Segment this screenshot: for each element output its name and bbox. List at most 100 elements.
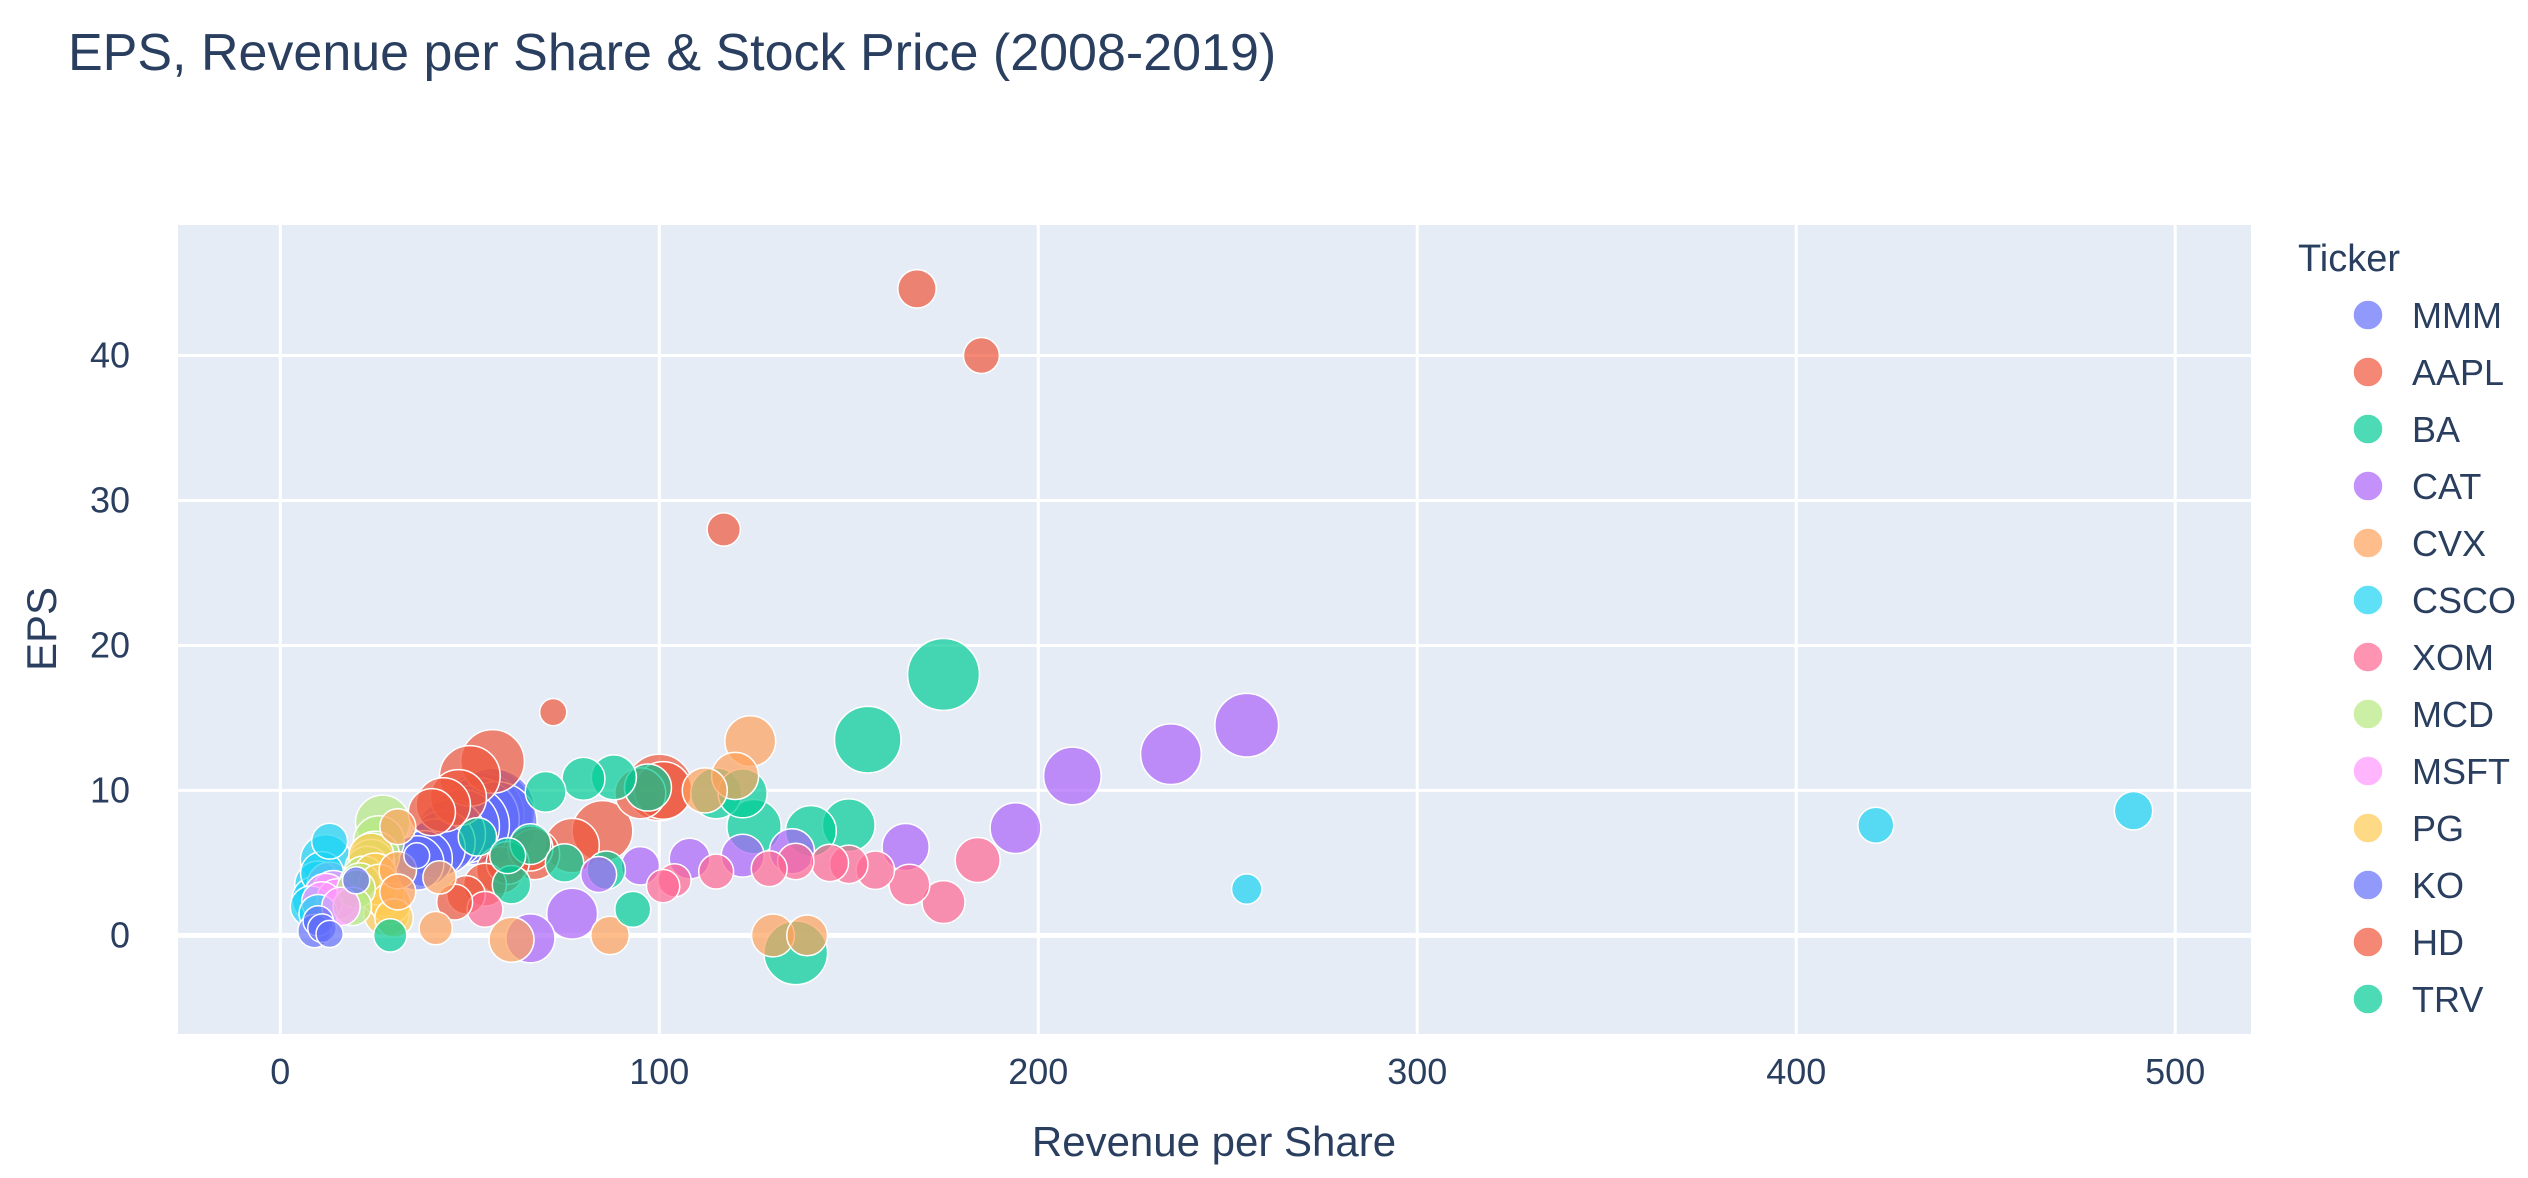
data-point-aapl <box>538 697 568 727</box>
legend-marker <box>2352 983 2384 1015</box>
x-tick-label: 0 <box>270 1051 290 1092</box>
legend-label: PG <box>2412 808 2464 849</box>
legend-label: BA <box>2412 409 2460 450</box>
data-point-ba <box>906 637 981 712</box>
y-axis-label: EPS <box>18 587 65 671</box>
legend-marker <box>2352 926 2384 958</box>
data-point-csco <box>2113 790 2154 831</box>
data-point-ko <box>315 919 344 949</box>
data-points <box>289 268 2154 986</box>
legend-label: MSFT <box>2412 751 2510 792</box>
x-axis-label: Revenue per Share <box>1032 1118 1396 1165</box>
legend-item-aapl[interactable]: AAPL <box>2352 352 2504 393</box>
legend-item-hd[interactable]: HD <box>2352 922 2464 963</box>
data-point-cvx <box>422 860 457 895</box>
legend-item-pg[interactable]: PG <box>2352 808 2464 849</box>
legend-label: CAT <box>2412 466 2481 507</box>
data-point-cvx <box>488 916 535 964</box>
legend-label: HD <box>2412 922 2464 963</box>
data-point-trv <box>614 890 652 929</box>
legend-label: AAPL <box>2412 352 2504 393</box>
y-tick-label: 20 <box>90 624 130 665</box>
legend-item-ko[interactable]: KO <box>2352 865 2464 906</box>
legend-label: KO <box>2412 865 2464 906</box>
legend-label: MMM <box>2412 295 2502 336</box>
data-point-trv <box>488 836 527 875</box>
legend-title: Ticker <box>2298 238 2400 280</box>
data-point-csco <box>310 822 349 860</box>
data-point-cat <box>1214 692 1280 758</box>
data-point-cat <box>1139 723 1203 786</box>
legend-items: MMM AAPL BA CAT CVX CSCO XOM MCD MSFT PG KO HD TRV <box>2352 295 2516 1020</box>
chart-title: EPS, Revenue per Share & Stock Price (20… <box>68 24 1276 82</box>
x-tick-label: 100 <box>629 1051 689 1092</box>
data-point-cvx <box>379 873 417 911</box>
legend-marker <box>2352 299 2384 331</box>
data-point-cvx <box>681 767 729 814</box>
x-tick-label: 500 <box>2145 1051 2205 1092</box>
data-point-cvx <box>418 910 454 946</box>
data-point-cvx <box>590 915 630 956</box>
data-point-csco <box>1857 806 1895 844</box>
legend-marker <box>2352 584 2384 616</box>
data-point-xom <box>697 853 735 890</box>
y-tick-label: 40 <box>90 334 130 375</box>
data-point-cvx <box>785 914 829 957</box>
data-point-xom <box>645 868 681 904</box>
data-point-cvx <box>379 807 417 846</box>
legend-marker <box>2352 755 2384 787</box>
data-point-ba <box>561 756 606 802</box>
legend-item-trv[interactable]: TRV <box>2352 979 2483 1020</box>
data-point-cat <box>1042 746 1102 806</box>
data-point-cat <box>989 801 1042 855</box>
data-point-ko <box>403 842 431 870</box>
legend: Ticker MMM AAPL BA CAT CVX CSCO XOM MCD MSFT PG KO… <box>2298 238 2516 1020</box>
legend-label: TRV <box>2412 979 2483 1020</box>
legend-marker <box>2352 413 2384 445</box>
legend-label: CVX <box>2412 523 2486 564</box>
y-tick-label: 30 <box>90 479 130 520</box>
legend-label: MCD <box>2412 694 2494 735</box>
legend-item-ba[interactable]: BA <box>2352 409 2460 450</box>
data-point-xom <box>810 843 850 883</box>
x-tick-label: 200 <box>1008 1051 1068 1092</box>
legend-marker <box>2352 641 2384 673</box>
data-point-xom <box>954 836 1001 884</box>
legend-item-mmm[interactable]: MMM <box>2352 295 2502 336</box>
data-point-xom <box>750 850 788 888</box>
data-point-aapl <box>962 336 1001 375</box>
legend-marker <box>2352 869 2384 901</box>
data-point-ba <box>524 770 567 813</box>
data-point-ko <box>341 865 371 895</box>
y-tick-label: 0 <box>110 914 130 955</box>
data-point-xom <box>888 863 931 906</box>
data-point-aapl <box>706 512 742 547</box>
data-point-aapl <box>897 268 937 309</box>
legend-item-csco[interactable]: CSCO <box>2352 580 2516 621</box>
legend-marker <box>2352 356 2384 388</box>
x-tick-label: 400 <box>1766 1051 1826 1092</box>
legend-label: XOM <box>2412 637 2494 678</box>
legend-item-msft[interactable]: MSFT <box>2352 751 2510 792</box>
legend-marker <box>2352 470 2384 502</box>
data-point-trv <box>457 816 498 857</box>
legend-label: CSCO <box>2412 580 2516 621</box>
legend-item-cvx[interactable]: CVX <box>2352 523 2486 564</box>
legend-item-cat[interactable]: CAT <box>2352 466 2481 507</box>
x-tick-label: 300 <box>1387 1051 1447 1092</box>
data-point-xom <box>921 879 966 925</box>
legend-marker <box>2352 527 2384 559</box>
legend-item-xom[interactable]: XOM <box>2352 637 2494 678</box>
data-point-trv <box>372 918 408 953</box>
data-point-csco <box>1230 873 1263 905</box>
data-point-cat <box>545 887 599 940</box>
legend-marker <box>2352 812 2384 844</box>
y-tick-label: 10 <box>90 769 130 810</box>
data-point-ba <box>833 705 902 774</box>
tick-labels: 0 100 200 300 400 500 0 10 20 30 40 <box>90 334 2205 1092</box>
legend-marker <box>2352 698 2384 730</box>
data-point-cat <box>579 855 618 894</box>
legend-item-mcd[interactable]: MCD <box>2352 694 2494 735</box>
